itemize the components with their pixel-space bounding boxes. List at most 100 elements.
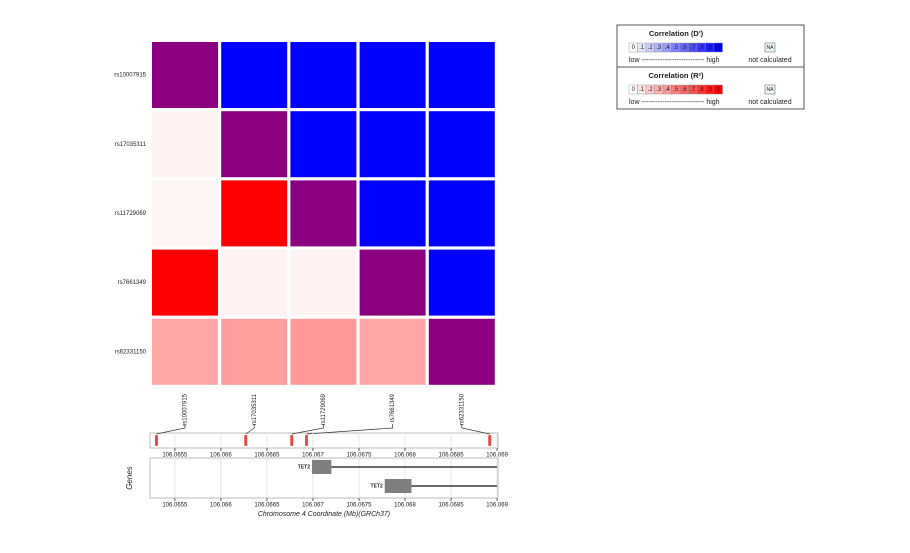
row-label: rs7661349 (118, 280, 147, 286)
x-tick-label: 106.068 (394, 503, 416, 509)
x-axis-label: Chromosome 4 Coordinate (Mb)(GRCh37) (258, 511, 390, 518)
na-label: NA (767, 87, 775, 93)
legend-step-label: .7 (690, 87, 696, 93)
x-tick-label: 106.069 (486, 503, 508, 509)
legend-step-label: .2 (648, 87, 654, 93)
diagonal-cell (221, 111, 288, 178)
x-tick-label: 106.0675 (346, 453, 372, 459)
column-label: rs11729069 (321, 393, 327, 425)
legend-step-label: .9 (707, 45, 713, 51)
snp-connector (291, 424, 324, 435)
row-label: rs17035311 (115, 142, 147, 148)
row-label: rs62331150 (115, 349, 147, 355)
legend-step-label: .8 (699, 87, 705, 93)
legend-step-label: .6 (682, 87, 688, 93)
diagonal-cell (152, 42, 218, 108)
ld-cell (290, 318, 357, 385)
legend-step-label: .4 (665, 45, 671, 51)
legend-step-label: .2 (648, 45, 654, 51)
ld-cell (359, 111, 426, 178)
ld-cell (428, 42, 495, 108)
legend-step (713, 42, 723, 53)
row-label: rs10007915 (114, 73, 146, 79)
legend-step-label: 1 (717, 45, 721, 51)
x-tick-label: 106.066 (210, 453, 232, 459)
na-box (764, 84, 776, 95)
legend-step-label: .6 (682, 45, 688, 51)
na-box (764, 42, 776, 53)
snp-marker (244, 435, 248, 446)
na-label: NA (767, 45, 775, 51)
ld-cell (221, 180, 288, 247)
legend-step-label: .5 (673, 87, 679, 93)
ld-cell (221, 42, 288, 108)
x-tick-label: 106.0655 (162, 503, 188, 509)
column-label: rs10007915 (183, 393, 189, 425)
legend-step-label: .5 (673, 45, 679, 51)
x-tick-label: 106.0665 (254, 503, 280, 509)
ld-cell (152, 249, 218, 316)
ld-cell (221, 249, 288, 316)
na-text: not calculated (748, 57, 791, 64)
snp-track (149, 432, 499, 449)
ld-cell (428, 180, 495, 247)
diagonal-cell (290, 180, 357, 247)
legend-step (713, 84, 723, 95)
snp-marker (305, 435, 309, 446)
ld-cell (221, 318, 288, 385)
ld-cell (359, 42, 426, 108)
x-tick-label: 106.0675 (346, 503, 372, 509)
gene-label: TET2 (371, 483, 383, 489)
snp-connector (461, 424, 490, 435)
gene-label: TET2 (298, 464, 310, 470)
column-label: rs7661349 (390, 393, 396, 422)
snp-connector (156, 424, 186, 435)
legend-step-label: 1 (717, 87, 721, 93)
legend-title: Correlation (D') (649, 29, 704, 38)
legend-step-label: .8 (699, 45, 705, 51)
x-tick-label: 106.0685 (439, 503, 465, 509)
snp-connector (306, 424, 393, 435)
ld-cell (359, 180, 426, 247)
x-tick-label: 106.067 (302, 453, 324, 459)
x-tick-label: 106.0685 (439, 453, 465, 459)
diagonal-cell (428, 318, 495, 385)
legend-step-label: .1 (639, 87, 645, 93)
legend-step-label: 0 (632, 87, 636, 93)
x-tick-label: 106.066 (210, 503, 232, 509)
legend-step-label: .4 (665, 87, 671, 93)
legend-title: Correlation (R²) (649, 71, 705, 80)
x-tick-label: 106.067 (302, 503, 324, 509)
legend-step-label: .3 (656, 87, 662, 93)
ld-cell (152, 318, 218, 385)
ld-cell (290, 249, 357, 316)
legend-step-label: .7 (690, 45, 696, 51)
snp-marker (154, 435, 158, 446)
legend-step-label: .3 (656, 45, 662, 51)
snp-connector (245, 424, 255, 435)
gene-axis-label: Genes (125, 466, 134, 490)
ld-cell (428, 249, 495, 316)
column-label: rs62331150 (459, 393, 465, 425)
legend-low-high: low --------------------------- high (629, 99, 720, 106)
legend-step-label: .1 (639, 45, 645, 51)
column-label: rs17035311 (252, 393, 258, 425)
x-tick-label: 106.0655 (162, 453, 188, 459)
ld-cell (152, 180, 218, 247)
ld-cell (359, 318, 426, 385)
legend-step-label: .9 (707, 87, 713, 93)
gene-exon (384, 479, 412, 493)
row-label: rs11729069 (115, 211, 147, 217)
ld-cell (152, 111, 218, 178)
legend-low-high: low --------------------------- high (629, 57, 720, 64)
ld-cell (428, 111, 495, 178)
legend-step-label: 0 (632, 45, 636, 51)
x-tick-label: 106.0665 (254, 453, 280, 459)
snp-marker (290, 435, 294, 446)
na-text: not calculated (748, 99, 791, 106)
gene-exon (312, 460, 332, 474)
x-tick-label: 106.069 (486, 453, 508, 459)
ld-cell (290, 111, 357, 178)
ld-cell (290, 42, 357, 108)
